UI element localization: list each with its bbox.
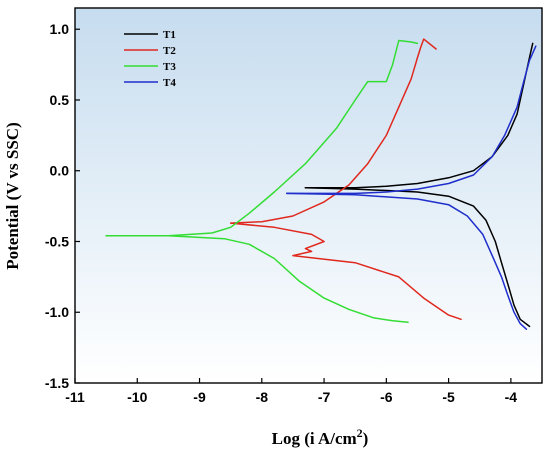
- x-tick-label: -9: [193, 389, 206, 405]
- y-tick-label: 0.0: [50, 163, 70, 179]
- x-tick-label: -7: [318, 389, 331, 405]
- x-tick-label: -6: [380, 389, 393, 405]
- plot-background: [75, 8, 542, 383]
- ticks-layer: -11 -10 -9 -8 -7 -6 -5 -4 -1.5 -1.0 -0.5 0.0 0.5 1.0: [45, 21, 517, 405]
- series-line-t4-cathodic: [285, 192, 528, 330]
- legend: T1 T2 T3 T4: [124, 29, 176, 89]
- series-layer: [105, 38, 537, 330]
- x-tick-label: -4: [505, 389, 518, 405]
- y-tick-label: -1.0: [45, 304, 69, 320]
- series-line-t2-cathodic: [229, 222, 462, 321]
- x-tick-label: -10: [127, 389, 147, 405]
- legend-label-t4: T4: [163, 77, 176, 89]
- legend-label-t3: T3: [163, 61, 176, 73]
- series-line-t2-anodic: [229, 38, 437, 224]
- x-tick-label: -11: [65, 389, 85, 405]
- series-line-t1-cathodic: [304, 186, 531, 328]
- y-tick-label: -1.5: [45, 375, 69, 391]
- plot-frame: [74, 7, 543, 384]
- y-tick-label: -0.5: [45, 233, 69, 249]
- y-tick-label: 1.0: [50, 21, 70, 37]
- x-axis-title-suffix: ): [363, 429, 369, 448]
- x-axis-title: Log (i A/cm2): [272, 426, 369, 448]
- x-axis-title-superscript: 2: [357, 426, 363, 440]
- legend-label-t2: T2: [163, 45, 176, 57]
- x-tick-label: -8: [256, 389, 269, 405]
- y-tick-label: 0.5: [50, 92, 70, 108]
- y-axis-title: Potential (V vs SSC): [3, 122, 22, 270]
- series-line-t4-anodic: [285, 45, 537, 195]
- x-tick-label: -5: [442, 389, 455, 405]
- series-line-t3-cathodic: [105, 235, 409, 323]
- series-line-t3-anodic: [105, 39, 419, 237]
- legend-label-t1: T1: [163, 29, 176, 41]
